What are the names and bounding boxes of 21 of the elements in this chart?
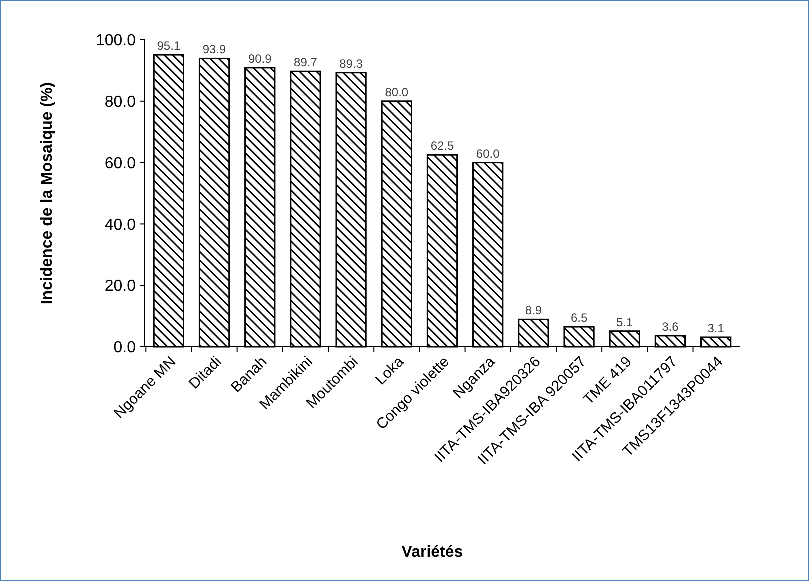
data-label: 93.9	[202, 42, 227, 57]
data-label: 3.1	[708, 321, 725, 336]
y-tick-label: 0.0	[114, 340, 136, 357]
data-label: 89.7	[294, 56, 318, 70]
y-tick-label: 100.0	[96, 32, 136, 50]
data-label: 80.0	[385, 85, 409, 100]
y-axis-title: Incidence de la Mosaique (%)	[39, 82, 56, 305]
data-label: 3.6	[662, 320, 680, 334]
y-tick-label: 20.0	[104, 278, 136, 296]
data-label: 95.1	[157, 39, 181, 54]
data-label: 6.5	[570, 311, 588, 326]
y-tick-label: 40.0	[104, 216, 136, 234]
y-tick-label: 60.0	[104, 155, 136, 172]
data-label: 89.3	[340, 56, 364, 71]
data-label: 8.9	[525, 304, 542, 318]
y-tick-label: 80.0	[104, 94, 136, 111]
x-axis-title: Variétés	[402, 544, 464, 561]
data-label: 5.1	[616, 315, 634, 330]
data-label: 62.5	[430, 139, 454, 154]
data-label: 60.0	[476, 146, 500, 161]
data-label: 90.9	[248, 52, 272, 66]
